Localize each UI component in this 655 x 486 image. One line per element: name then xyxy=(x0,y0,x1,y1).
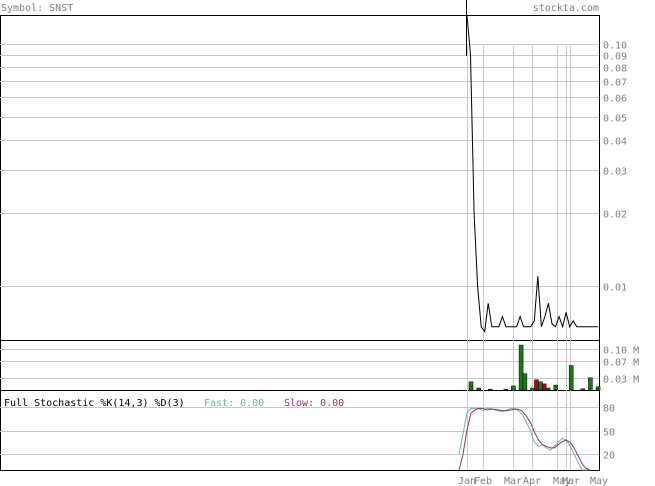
price-grid xyxy=(0,44,599,287)
stochastic-title: Full Stochastic %K(14,3) %D(3) xyxy=(4,398,185,409)
x-tick-label: Mar xyxy=(562,476,580,486)
price-y-tick-label: 0.10 xyxy=(603,41,627,52)
price-y-tick-label: 0.08 xyxy=(603,64,627,75)
price-y-tick-label: 0.04 xyxy=(603,137,627,148)
month-gridlines xyxy=(466,0,571,470)
volume-bar xyxy=(588,377,593,391)
volume-bar xyxy=(568,365,574,391)
volume-bar xyxy=(476,387,481,391)
stochastic-fast-value: Fast: 0.00 xyxy=(204,398,264,409)
stochastic-y-ticks: 80 50 20 xyxy=(603,404,615,462)
stochastic-grid xyxy=(0,407,599,455)
volume-bar xyxy=(553,384,559,391)
price-y-tick-label: 0.09 xyxy=(603,52,627,63)
volume-bar xyxy=(595,386,601,391)
volume-bar xyxy=(518,344,524,391)
stochastic-fast-line xyxy=(458,407,590,471)
symbol-label: Symbol: SNST xyxy=(1,3,73,14)
stochastic-y-tick-label: 50 xyxy=(603,428,615,439)
volume-bar xyxy=(488,388,493,391)
volume-y-tick-label: 0.07 M xyxy=(603,358,639,369)
volume-y-ticks: 0.10 M0.07 M 0.03 M xyxy=(603,346,639,386)
x-tick-label: Mar xyxy=(504,476,522,486)
volume-y-tick-label: 0.03 M xyxy=(603,375,639,386)
stochastic-y-tick-label: 20 xyxy=(603,451,615,462)
x-tick-label: Jan xyxy=(458,476,476,486)
volume-y-tick-label: 0.10 M xyxy=(603,346,639,357)
volume-bar xyxy=(545,387,551,391)
price-line xyxy=(466,15,598,333)
price-y-tick-label: 0.05 xyxy=(603,114,627,125)
volume-bars xyxy=(468,344,601,391)
price-y-ticks: 0.100.090.08 0.07 0.06 0.05 0.04 0.03 0.02 0.01 xyxy=(603,41,627,294)
stochastic-panel-frame xyxy=(0,390,600,471)
x-tick-label: Apr xyxy=(523,476,541,486)
volume-bar xyxy=(503,388,508,391)
volume-grid xyxy=(0,349,599,379)
volume-bar xyxy=(538,381,543,391)
x-tick-label: Feb xyxy=(474,476,492,486)
price-panel-frame xyxy=(0,15,600,341)
price-y-tick-label: 0.06 xyxy=(603,94,627,105)
volume-bar xyxy=(468,381,474,391)
price-y-tick-label: 0.07 xyxy=(603,78,627,89)
x-tick-label: May xyxy=(590,476,608,486)
site-label: stockta.com xyxy=(533,3,599,14)
stochastic-slow-line xyxy=(458,407,591,471)
volume-bar xyxy=(522,373,528,391)
stochastic-slow-value: Slow: 0.00 xyxy=(284,398,344,409)
volume-panel-frame xyxy=(0,340,600,391)
volume-bar xyxy=(530,387,535,391)
volume-bar xyxy=(534,379,539,391)
volume-bar xyxy=(511,385,516,391)
stochastic-y-tick-label: 80 xyxy=(603,404,615,415)
x-tick-label: May xyxy=(553,476,571,486)
volume-bar xyxy=(541,383,547,391)
price-y-tick-label: 0.01 xyxy=(603,283,627,294)
price-y-tick-label: 0.03 xyxy=(603,167,627,178)
price-y-tick-label: 0.02 xyxy=(603,210,627,221)
volume-bar xyxy=(580,388,585,391)
